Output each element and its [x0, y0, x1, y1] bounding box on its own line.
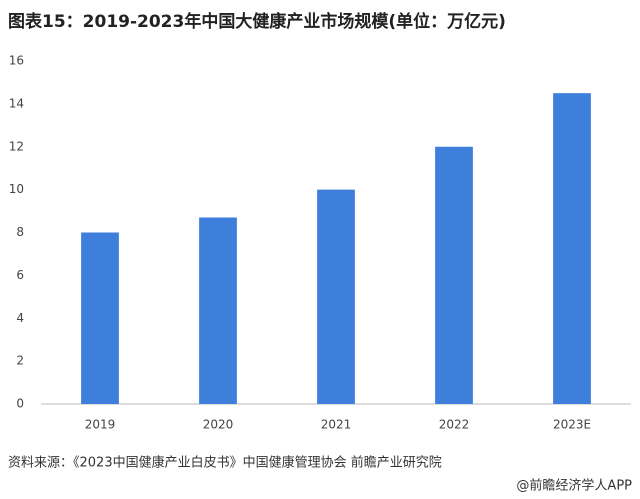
y-tick-label: 4 [16, 311, 24, 325]
credit: @前瞻经济学人APP [516, 478, 632, 494]
y-tick-label: 16 [9, 54, 24, 68]
source: 资料来源：《2023中国健康产业白皮书》中国健康管理协会 前瞻产业研究院 [8, 455, 442, 471]
y-tick-label: 2 [16, 354, 24, 368]
x-tick-label: 2020 [203, 418, 234, 432]
y-tick-label: 12 [9, 139, 24, 153]
y-tick-label: 6 [16, 268, 24, 282]
bar [81, 232, 119, 404]
y-tick-label: 0 [16, 397, 24, 411]
x-tick-label: 2023E [553, 418, 591, 432]
chart-title: 图表15：2019-2023年中国大健康产业市场规模(单位：万亿元) [8, 11, 506, 32]
x-tick-label: 2019 [85, 418, 116, 432]
x-tick-label: 2021 [321, 418, 352, 432]
bar [553, 93, 591, 404]
bar [435, 146, 473, 404]
y-tick-label: 10 [9, 182, 24, 196]
y-tick-label: 14 [9, 96, 24, 110]
x-tick-label: 2022 [439, 418, 470, 432]
bar [199, 217, 237, 404]
y-tick-label: 8 [16, 225, 24, 239]
bar [317, 189, 355, 404]
